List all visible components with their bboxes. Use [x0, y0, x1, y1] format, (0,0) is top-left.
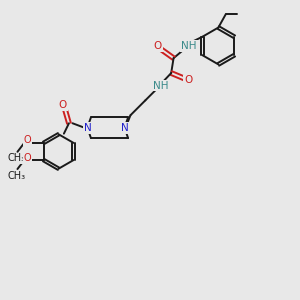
Text: CH₃: CH₃: [7, 171, 25, 181]
Text: N: N: [83, 123, 91, 133]
Text: O: O: [184, 76, 193, 85]
Text: O: O: [58, 100, 67, 110]
Text: NH: NH: [181, 41, 197, 51]
Text: N: N: [121, 123, 128, 133]
Text: CH₃: CH₃: [7, 153, 25, 163]
Text: NH: NH: [153, 80, 169, 91]
Text: O: O: [23, 136, 31, 146]
Text: O: O: [23, 153, 31, 163]
Text: O: O: [154, 41, 162, 51]
